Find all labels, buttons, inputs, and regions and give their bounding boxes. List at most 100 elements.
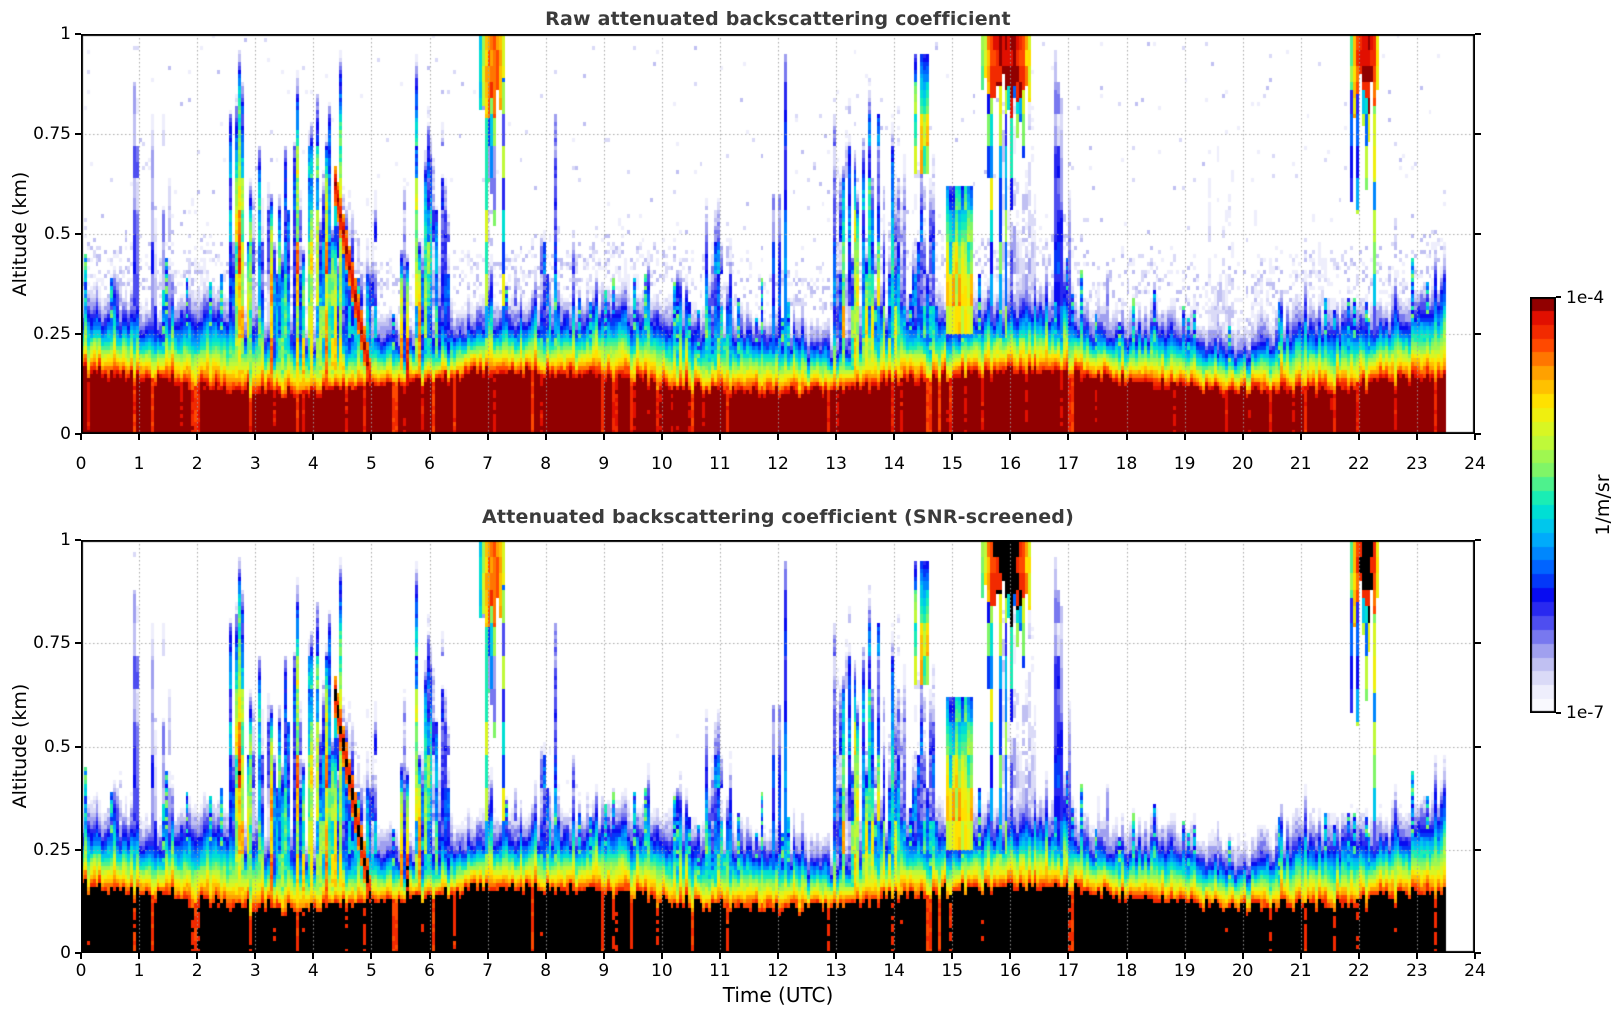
x-tick (602, 434, 605, 440)
x-tick (370, 953, 373, 959)
x-tick-label: 18 (1115, 961, 1138, 981)
x-tick-label: 12 (767, 454, 789, 474)
x-tick-label: 11 (709, 961, 731, 981)
x-tick-label: 9 (598, 454, 610, 474)
y-tick-label: 0.75 (33, 633, 71, 654)
x-tick-label: 21 (1289, 961, 1312, 981)
x-tick-label: 21 (1289, 454, 1312, 474)
x-tick (312, 434, 315, 440)
x-tick-label: 19 (1173, 961, 1196, 981)
x-tick (1357, 953, 1360, 959)
x-tick (544, 434, 547, 440)
x-tick (370, 434, 373, 440)
x-tick-label: 1 (133, 454, 145, 474)
x-tick (1474, 953, 1476, 959)
colorbar-tick (1556, 296, 1561, 298)
x-tick (544, 953, 547, 959)
x-tick (138, 434, 141, 440)
y-tick (1475, 952, 1481, 954)
x-tick-label: 6 (424, 961, 435, 981)
x-tick (1357, 434, 1360, 440)
x-tick (1125, 953, 1128, 959)
x-tick-label: 20 (1231, 961, 1254, 981)
x-tick-label: 4 (307, 961, 319, 981)
y-tick-label: 0.25 (33, 324, 71, 344)
x-tick-label: 16 (999, 454, 1022, 474)
x-tick-label: 0 (75, 454, 87, 474)
y-tick (75, 33, 81, 35)
y-tick-label: 0.5 (43, 736, 71, 757)
x-tick-label: 22 (1348, 454, 1370, 474)
y-tick (75, 233, 81, 235)
y-tick (1475, 233, 1481, 235)
x-tick-label: 16 (999, 961, 1022, 981)
x-tick (951, 953, 954, 959)
x-tick-label: 15 (941, 454, 964, 474)
x-tick-label: 24 (1464, 454, 1486, 474)
colorbar (1530, 297, 1556, 713)
y-tick (1475, 33, 1481, 35)
y-tick (75, 642, 81, 645)
y-tick-label: 0.75 (33, 124, 71, 144)
y-tick (1475, 333, 1481, 335)
y-tick-label: 0 (60, 424, 71, 444)
x-tick-label: 2 (191, 454, 203, 474)
x-tick-label: 4 (307, 454, 319, 474)
x-tick-label: 3 (249, 961, 261, 981)
x-tick-label: 17 (1057, 454, 1080, 474)
x-tick (1299, 953, 1302, 959)
y-tick (75, 133, 81, 135)
x-tick (486, 953, 489, 959)
x-tick (1067, 434, 1070, 440)
x-tick (1241, 953, 1244, 959)
x-tick-label: 22 (1348, 961, 1370, 981)
x-tick-label: 9 (598, 961, 610, 981)
y-tick (75, 848, 81, 851)
colorbar-tick (1556, 712, 1561, 714)
y-tick (75, 539, 81, 541)
x-tick (196, 953, 199, 959)
x-tick-label: 1 (133, 961, 145, 981)
y-tick (75, 745, 81, 748)
x-tick (1415, 953, 1418, 959)
x-tick-label: 3 (249, 454, 261, 474)
y-tick (1475, 433, 1481, 435)
x-tick (1415, 434, 1418, 440)
x-tick-label: 14 (883, 454, 905, 474)
x-tick (660, 434, 663, 440)
x-tick-label: 10 (651, 961, 673, 981)
x-tick (80, 434, 82, 440)
x-tick-label: 8 (540, 454, 552, 474)
x-tick-label: 23 (1406, 454, 1428, 474)
x-tick-label: 6 (424, 454, 435, 474)
y-tick-label: 0 (60, 943, 71, 963)
x-tick-label: 24 (1464, 961, 1486, 981)
x-tick-label: 14 (883, 961, 905, 981)
y-tick (1475, 133, 1481, 135)
x-tick (1183, 953, 1186, 959)
x-tick (1183, 434, 1186, 440)
panel-2-heatmap (81, 540, 1475, 953)
colorbar-max-label: 1e-4 (1566, 288, 1605, 308)
x-tick (1067, 953, 1070, 959)
x-tick-label: 10 (651, 454, 673, 474)
y-tick (75, 333, 81, 335)
x-tick (718, 953, 721, 959)
x-tick-label: 13 (825, 961, 847, 981)
x-tick (835, 434, 838, 440)
y-tick (1475, 745, 1481, 748)
y-tick (75, 433, 81, 435)
x-tick-label: 11 (709, 454, 731, 474)
colorbar-units-label: 1/m/sr (1592, 474, 1614, 536)
x-tick-label: 15 (941, 961, 964, 981)
x-tick (428, 953, 431, 959)
x-tick (951, 434, 954, 440)
x-tick (893, 434, 896, 440)
x-tick (1474, 434, 1476, 440)
x-tick-label: 12 (767, 961, 789, 981)
x-tick-label: 5 (365, 454, 377, 474)
x-tick (718, 434, 721, 440)
x-tick-label: 13 (825, 454, 847, 474)
x-tick (254, 953, 257, 959)
